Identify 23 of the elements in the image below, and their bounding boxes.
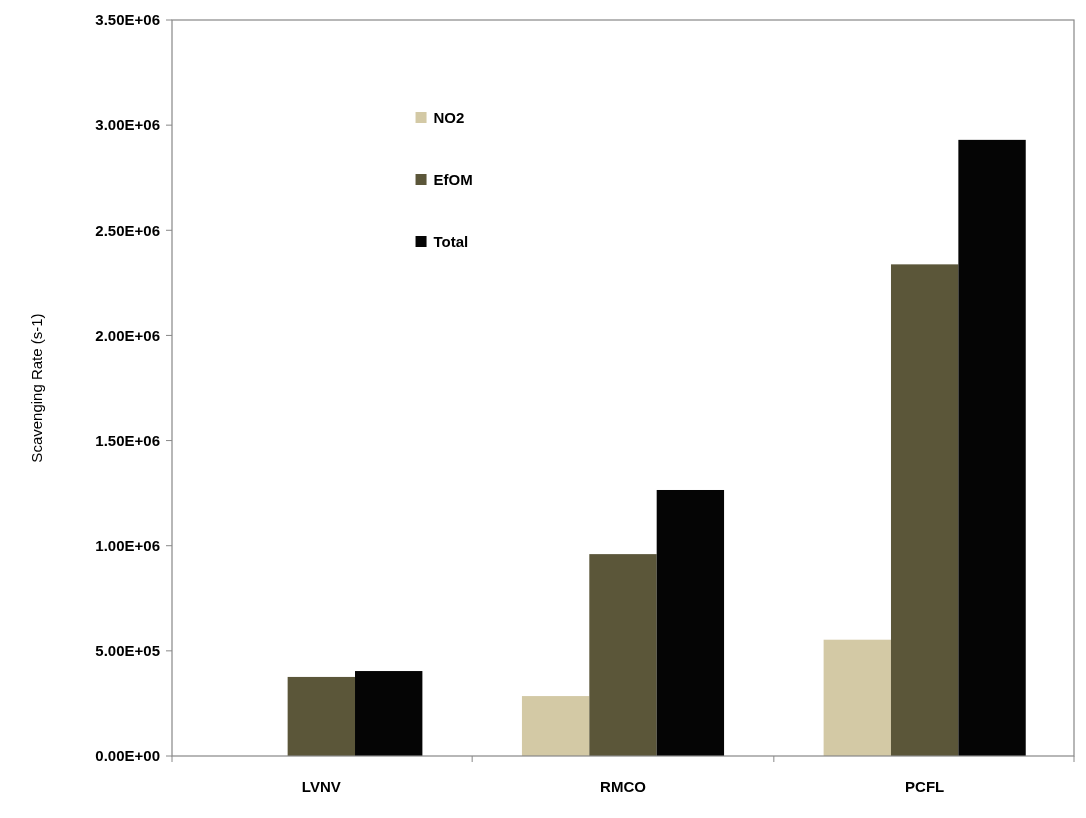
bar xyxy=(890,264,959,756)
x-tick-label: PCFL xyxy=(905,778,945,795)
y-tick-label: 3.00E+06 xyxy=(95,116,160,134)
y-axis-title: Scavenging Rate (s-1) xyxy=(28,313,45,463)
y-tick-label: 2.00E+06 xyxy=(95,326,160,344)
legend-label: EfOM xyxy=(433,171,473,189)
y-tick-label: 0.00E+00 xyxy=(95,747,160,765)
y-tick-label: 3.50E+06 xyxy=(95,11,160,29)
bar xyxy=(355,671,423,756)
bar xyxy=(656,489,725,756)
bar xyxy=(823,639,891,756)
bar xyxy=(589,554,657,756)
x-tick-label: RMCO xyxy=(600,778,647,795)
bar xyxy=(287,676,356,756)
y-tick-label: 1.00E+06 xyxy=(95,536,160,554)
x-tick-label: LVNV xyxy=(301,778,341,795)
bar xyxy=(958,139,1026,756)
y-tick-label: 1.50E+06 xyxy=(95,431,160,449)
y-tick-label: 5.00E+05 xyxy=(95,642,160,660)
bar xyxy=(521,696,590,756)
legend-label: Total xyxy=(433,233,469,251)
y-tick-label: 2.50E+06 xyxy=(95,221,160,239)
legend-label: NO2 xyxy=(433,109,465,127)
